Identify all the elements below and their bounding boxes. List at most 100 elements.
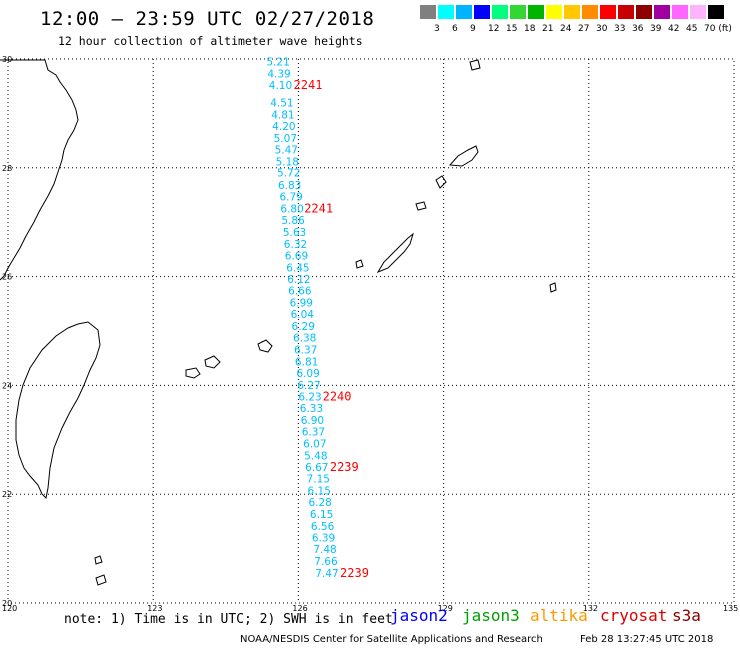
wave-height-label: 6.90 — [301, 415, 324, 427]
satellite-altika: altika — [530, 606, 588, 625]
longitude-label: 123 — [147, 604, 162, 613]
wave-height-label: 4.81 — [271, 109, 294, 121]
wave-height-label: 5.07 — [274, 133, 297, 145]
okinoerabu-island — [415, 201, 427, 211]
latitude-label: 28 — [2, 164, 12, 173]
wave-height-label: 6.69 — [285, 250, 308, 262]
legend-label: 27 — [578, 24, 590, 34]
lanyu-island — [94, 555, 103, 565]
wave-height-label: 5.18 — [276, 156, 299, 168]
wave-height-label: 6.39 — [312, 533, 335, 545]
wave-height-label: 6.67 — [305, 462, 328, 474]
legend-swatch — [546, 5, 562, 19]
amami-island — [448, 145, 479, 167]
legend-swatch — [564, 5, 580, 19]
legend-swatch — [438, 5, 454, 19]
legend-swatch — [510, 5, 526, 19]
wave-height-label: 6.37 — [294, 344, 317, 356]
legend-label: 12 — [488, 24, 500, 34]
wave-height-label: 7.48 — [313, 544, 336, 556]
daito-island — [549, 282, 557, 293]
wave-height-label: 6.83 — [278, 180, 301, 192]
wave-height-label: 5.47 — [275, 144, 298, 156]
wave-height-label: 6.80 — [280, 204, 303, 216]
wave-height-label: 6.27 — [297, 380, 320, 392]
satellite-cryosat: cryosat — [600, 606, 668, 625]
wave-height-label: 6.99 — [290, 298, 313, 310]
legend-swatch — [600, 5, 616, 19]
map-subtitle: 12 hour collection of altimeter wave hei… — [58, 34, 363, 48]
lat-lon-grid — [7, 58, 735, 604]
wave-height-label: 6.38 — [293, 333, 316, 345]
map-title: 12:00 – 23:59 UTC 02/27/2018 — [40, 8, 375, 30]
longitude-label: 135 — [723, 604, 738, 613]
longitude-label: 120 — [2, 604, 17, 613]
wave-height-label: 6.79 — [279, 192, 302, 204]
legend-swatch — [420, 5, 436, 19]
legend-swatch — [672, 5, 688, 19]
legend-label: 9 — [470, 24, 476, 34]
legend-label: 21 — [542, 24, 554, 34]
iriomote-island — [185, 367, 201, 379]
tokara-island — [469, 59, 481, 71]
legend-label: 45 — [686, 24, 698, 34]
longitude-label: 126 — [292, 604, 307, 613]
satellite-jason3: jason3 — [462, 606, 520, 625]
legend-label: 33 — [614, 24, 626, 34]
wave-height-label: 7.66 — [314, 556, 338, 568]
wave-height-label: 6.28 — [308, 497, 331, 509]
legend-label: 6 — [452, 24, 458, 34]
wave-height-label: 6.29 — [292, 321, 315, 333]
wave-height-label: 7.47 — [315, 568, 338, 580]
wave-height-label: 6.56 — [311, 521, 335, 533]
wave-height-label: 6.04 — [291, 309, 315, 321]
legend-label: 15 — [506, 24, 518, 34]
latitude-label: 26 — [2, 273, 12, 282]
wave-height-label: 6.66 — [288, 286, 312, 298]
satellite-jason2: jason2 — [390, 606, 448, 625]
wave-height-label: 6.09 — [296, 368, 319, 380]
kume-island — [355, 259, 364, 269]
wave-height-label: 7.15 — [307, 473, 330, 485]
pass-time-label: 2239 — [340, 566, 369, 580]
pass-time-label: 2241 — [304, 202, 333, 216]
tokunoshima-island — [435, 175, 447, 189]
credit-text: NOAA/NESDIS Center for Satellite Applica… — [240, 634, 543, 645]
ishigaki-island — [204, 355, 221, 369]
taiwan-coast — [15, 321, 101, 500]
pass-time-label: 2241 — [294, 78, 323, 92]
wave-height-label: 6.15 — [310, 509, 333, 521]
legend-swatch — [708, 5, 724, 19]
longitude-label: 129 — [438, 604, 453, 613]
wave-height-label: 6.37 — [302, 427, 325, 439]
wave-height-label: 6.12 — [287, 274, 310, 286]
legend-swatch — [636, 5, 652, 19]
legend-label: 30 — [596, 24, 608, 34]
legend-label: 42 — [668, 24, 680, 34]
wave-height-label: 5.21 — [266, 57, 289, 69]
legend-label: 18 — [524, 24, 536, 34]
legend-swatch — [690, 5, 706, 19]
generation-timestamp: Feb 28 13:27:45 UTC 2018 — [580, 634, 714, 645]
satellite-s3a: s3a — [672, 606, 701, 625]
china-coast — [0, 59, 79, 281]
legend-swatch — [582, 5, 598, 19]
wave-height-label: 6.07 — [303, 439, 326, 451]
okinawa-island — [376, 232, 414, 274]
latitude-label: 30 — [2, 55, 12, 64]
legend-swatch — [528, 5, 544, 19]
wave-height-label: 5.63 — [283, 227, 306, 239]
legend-swatch — [474, 5, 490, 19]
legend-label: 3 — [434, 24, 440, 34]
wave-height-label: 6.32 — [284, 239, 307, 251]
legend-label: 39 — [650, 24, 662, 34]
wave-height-label: 6.15 — [308, 485, 331, 497]
legend-swatch — [654, 5, 670, 19]
wave-height-label: 5.72 — [277, 168, 300, 180]
wave-height-label: 4.20 — [272, 121, 295, 133]
legend-label: 36 — [632, 24, 644, 34]
legend-swatch — [618, 5, 634, 19]
wave-height-label: 5.86 — [281, 215, 305, 227]
